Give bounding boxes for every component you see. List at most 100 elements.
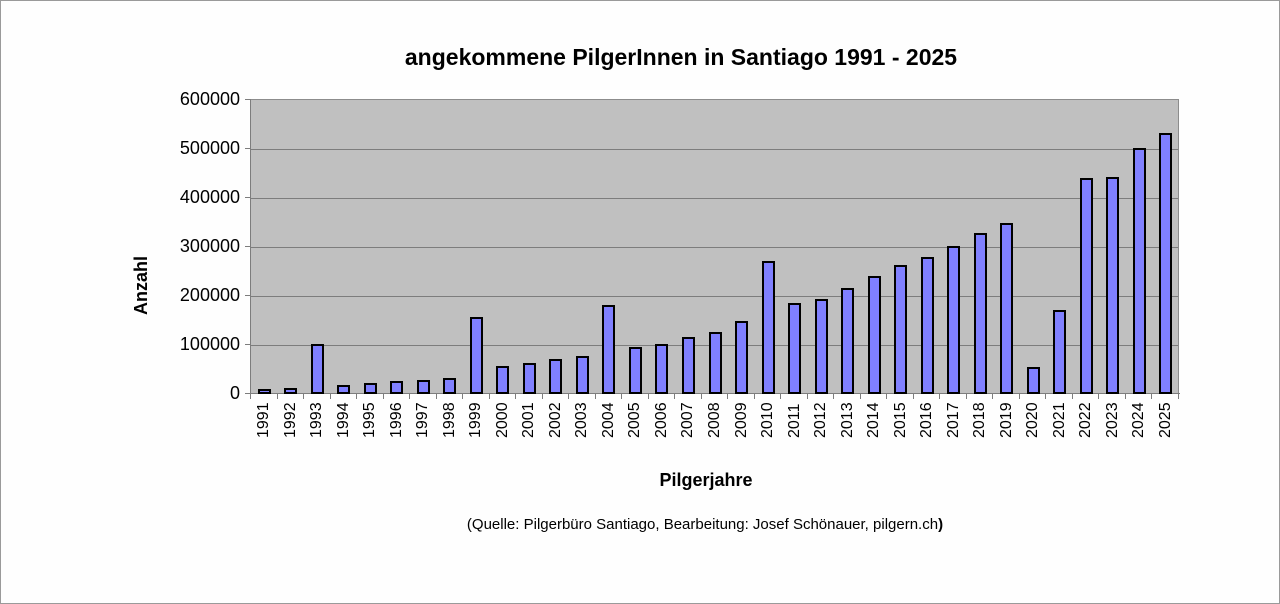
x-tick-label: 2009: [733, 402, 750, 438]
x-tick-mark: [1125, 393, 1126, 399]
x-tick-label: 2004: [600, 402, 617, 438]
y-tick-mark: [245, 148, 250, 149]
x-tick-mark: [833, 393, 834, 399]
x-tick-label: 2008: [706, 402, 723, 438]
gridline: [251, 247, 1178, 248]
bar-2025: [1159, 133, 1172, 394]
x-tick-label: 2006: [653, 402, 670, 438]
source-note: (Quelle: Pilgerbüro Santiago, Bearbeitun…: [0, 516, 1280, 533]
bar-2008: [709, 332, 722, 394]
x-tick-mark: [674, 393, 675, 399]
bar-1995: [364, 383, 377, 394]
x-tick-label: 1996: [388, 402, 405, 438]
x-axis-title: Pilgerjahre: [659, 470, 753, 490]
x-tick-label: 2020: [1024, 402, 1041, 438]
x-tick-mark: [595, 393, 596, 399]
x-tick-mark: [780, 393, 781, 399]
x-tick-label: 1998: [441, 402, 458, 438]
y-tick-mark: [245, 197, 250, 198]
bar-2018: [974, 233, 987, 394]
x-tick-label: 1997: [414, 402, 431, 438]
x-tick-mark: [1098, 393, 1099, 399]
bar-2024: [1133, 148, 1146, 394]
x-tick-mark: [992, 393, 993, 399]
x-tick-label: 2018: [971, 402, 988, 438]
x-tick-label: 2017: [945, 402, 962, 438]
bar-2010: [762, 261, 775, 394]
y-axis-line: [250, 99, 251, 394]
x-tick-mark: [1151, 393, 1152, 399]
x-tick-label: 2000: [494, 402, 511, 438]
bar-2013: [841, 288, 854, 394]
bar-1998: [443, 378, 456, 394]
bar-2023: [1106, 177, 1119, 394]
gridline: [251, 296, 1178, 297]
x-tick-mark: [436, 393, 437, 399]
x-tick-label: 1995: [361, 402, 378, 438]
source-closing: ): [938, 516, 944, 533]
x-tick-label: 1993: [308, 402, 325, 438]
x-tick-label: 2022: [1077, 402, 1094, 438]
bar-2002: [549, 359, 562, 394]
bar-2021: [1053, 310, 1066, 394]
y-tick-mark: [245, 344, 250, 345]
x-tick-label: 2011: [786, 403, 803, 438]
y-tick-mark: [245, 99, 250, 100]
x-tick-label: 2001: [520, 402, 537, 438]
x-tick-mark: [1072, 393, 1073, 399]
bar-2014: [868, 276, 881, 394]
x-tick-mark: [489, 393, 490, 399]
x-tick-mark: [568, 393, 569, 399]
bar-2020: [1027, 367, 1040, 394]
x-tick-mark: [356, 393, 357, 399]
y-tick-label: 500000: [179, 138, 240, 158]
bar-2011: [788, 303, 801, 394]
bar-2004: [602, 305, 615, 394]
x-tick-label: 2007: [679, 402, 696, 438]
y-tick-mark: [245, 295, 250, 296]
y-tick-label: 600000: [179, 89, 240, 109]
x-tick-label: 2025: [1157, 402, 1174, 438]
y-tick-mark: [245, 393, 250, 394]
y-tick-label: 0: [229, 383, 240, 403]
x-tick-mark: [303, 393, 304, 399]
x-tick-mark: [330, 393, 331, 399]
bar-1991: [258, 389, 271, 394]
x-tick-label: 2002: [547, 402, 564, 438]
x-tick-label: 1994: [335, 402, 352, 438]
y-tick-label: 200000: [179, 285, 240, 305]
x-tick-mark: [727, 393, 728, 399]
y-tick-label: 400000: [179, 187, 240, 207]
bar-2005: [629, 347, 642, 394]
x-tick-mark: [277, 393, 278, 399]
x-tick-mark: [860, 393, 861, 399]
x-tick-label: 2015: [892, 402, 909, 438]
x-tick-label: 2010: [759, 402, 776, 438]
x-tick-label: 1999: [467, 402, 484, 438]
bar-1992: [284, 388, 297, 394]
y-tick-mark: [245, 246, 250, 247]
bar-2001: [523, 363, 536, 394]
x-tick-label: 2021: [1051, 402, 1068, 438]
bar-2016: [921, 257, 934, 394]
x-tick-mark: [807, 393, 808, 399]
x-tick-label: 2005: [626, 402, 643, 438]
bar-2006: [655, 344, 668, 394]
x-tick-mark: [250, 393, 251, 399]
x-tick-label: 2012: [812, 402, 829, 438]
x-tick-label: 2016: [918, 402, 935, 438]
x-tick-mark: [966, 393, 967, 399]
x-tick-mark: [462, 393, 463, 399]
x-tick-label: 2024: [1130, 402, 1147, 438]
x-tick-mark: [409, 393, 410, 399]
x-tick-label: 2023: [1104, 402, 1121, 438]
x-tick-label: 1992: [282, 402, 299, 438]
bar-1999: [470, 317, 483, 394]
bar-2015: [894, 265, 907, 394]
gridline: [251, 198, 1178, 199]
y-tick-label: 300000: [179, 236, 240, 256]
x-tick-label: 2013: [839, 402, 856, 438]
x-tick-mark: [621, 393, 622, 399]
bar-2022: [1080, 178, 1093, 394]
x-tick-mark: [1178, 393, 1179, 399]
